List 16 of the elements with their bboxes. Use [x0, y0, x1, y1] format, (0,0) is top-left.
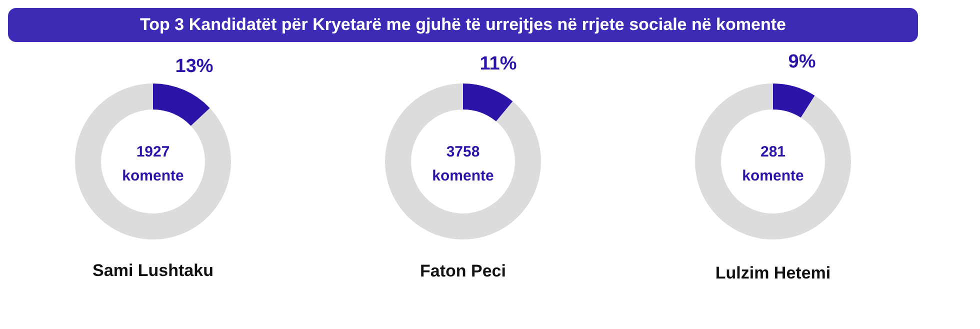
text: 3758 komente	[432, 144, 494, 184]
donut-slice	[773, 84, 815, 118]
donut-slice	[75, 84, 231, 240]
text: 1927 komente	[122, 144, 184, 184]
text: Faton Peci	[420, 261, 506, 280]
data-label: 11%	[480, 54, 517, 75]
text: 281 komente	[742, 144, 804, 184]
text: Sami Lushtaku	[92, 261, 214, 280]
text: Lulzim Hetemi	[715, 263, 831, 282]
text: Top 3 Kandidatët për Kryetarë me gjuhë të urrejtjes në rrjete sociale në komente	[140, 15, 786, 34]
donut-slice	[463, 84, 513, 122]
donut-slice	[385, 84, 541, 240]
data-label: 13%	[175, 56, 214, 78]
donut-slice	[695, 84, 851, 240]
donut-slice	[153, 84, 210, 126]
data-label: 9%	[788, 52, 816, 73]
